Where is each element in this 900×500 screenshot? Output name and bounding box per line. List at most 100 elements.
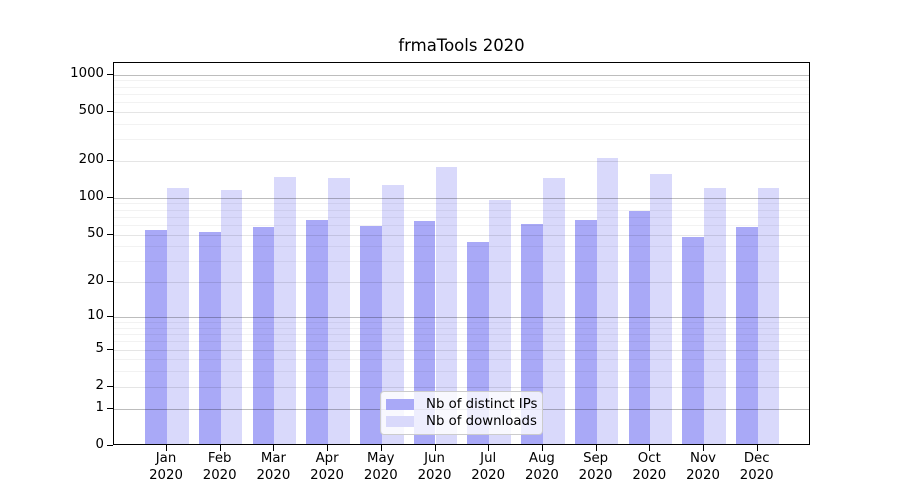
x-tick-label-year: 2020 <box>471 468 506 483</box>
bar-downloads-mar <box>274 176 297 444</box>
y-tick-mark-50 <box>107 233 113 235</box>
x-tick-mark-jun <box>434 445 436 451</box>
y-tick-mark-20 <box>107 281 113 283</box>
x-tick-mark-oct <box>649 445 651 451</box>
x-tick-label-year: 2020 <box>686 468 720 483</box>
x-tick-label-aug: Aug 2020 <box>510 450 574 484</box>
y-tick-label-500: 500 <box>78 102 104 118</box>
y-tick-label-2: 2 <box>95 377 104 393</box>
bar-distinct-ips-oct <box>628 211 651 444</box>
y-tick-label-1000: 1000 <box>70 65 104 81</box>
x-tick-label-year: 2020 <box>202 468 237 483</box>
x-tick-label-month: Mar <box>260 451 286 466</box>
legend-label-distinct-ips: Nb of distinct IPs <box>426 397 538 412</box>
x-tick-label-nov: Nov 2020 <box>671 450 735 484</box>
bar-downloads-sep <box>596 157 619 444</box>
bar-distinct-ips-apr <box>306 220 329 444</box>
x-tick-mark-feb <box>219 445 221 451</box>
bar-distinct-ips-jun <box>413 221 436 444</box>
bar-downloads-jul <box>489 199 511 444</box>
bar-downloads-oct <box>650 173 673 444</box>
x-tick-label-month: Jul <box>480 451 497 466</box>
legend-item-downloads: Nb of downloads <box>386 414 542 429</box>
x-tick-mark-mar <box>273 445 275 451</box>
x-tick-label-year: 2020 <box>578 468 613 483</box>
x-tick-label-month: May <box>367 451 395 466</box>
x-tick-mark-jan <box>166 445 167 451</box>
legend: Nb of distinct IPs Nb of downloads <box>380 391 543 435</box>
y-tick-label-1: 1 <box>95 399 104 415</box>
legend-item-distinct-ips: Nb of distinct IPs <box>386 397 542 412</box>
y-tick-label-20: 20 <box>87 273 104 289</box>
x-tick-label-month: Apr <box>315 451 339 466</box>
y-tick-label-200: 200 <box>78 151 104 167</box>
bar-distinct-ips-nov <box>682 237 704 444</box>
bar-downloads-jun <box>435 166 458 444</box>
x-tick-label-apr: Apr 2020 <box>295 450 359 484</box>
x-tick-label-dec: Dec 2020 <box>725 450 789 484</box>
bar-distinct-ips-mar <box>252 226 275 444</box>
x-tick-label-jul: Jul 2020 <box>456 450 520 484</box>
x-tick-mark-aug <box>541 445 543 451</box>
x-tick-label-year: 2020 <box>417 468 452 483</box>
y-tick-mark-2 <box>107 385 113 387</box>
x-tick-mark-apr <box>327 445 329 451</box>
x-tick-label-sep: Sep 2020 <box>564 450 628 484</box>
bar-distinct-ips-may <box>360 225 382 444</box>
y-tick-mark-100 <box>107 196 113 198</box>
x-tick-label-month: Aug <box>528 451 555 466</box>
x-tick-label-mar: Mar 2020 <box>241 450 305 484</box>
plot-area <box>113 62 810 445</box>
bar-downloads-dec <box>757 188 780 444</box>
x-tick-label-oct: Oct 2020 <box>617 450 681 484</box>
x-tick-label-month: Oct <box>637 451 661 466</box>
x-tick-mark-nov <box>703 445 704 451</box>
y-tick-label-50: 50 <box>87 225 104 241</box>
y-tick-mark-200 <box>107 159 113 161</box>
bar-distinct-ips-sep <box>574 219 597 444</box>
bar-downloads-nov <box>704 188 726 444</box>
x-tick-mark-jul <box>488 445 490 451</box>
legend-swatch-downloads <box>386 416 414 427</box>
bar-downloads-jan <box>167 188 189 444</box>
bar-distinct-ips-feb <box>198 231 221 444</box>
legend-swatch-distinct-ips <box>386 399 414 410</box>
y-tick-label-5: 5 <box>95 340 104 356</box>
x-tick-label-year: 2020 <box>310 468 345 483</box>
x-tick-label-jan: Jan 2020 <box>134 450 198 484</box>
x-tick-label-month: Dec <box>743 451 770 466</box>
x-tick-label-jun: Jun 2020 <box>403 450 467 484</box>
y-tick-mark-0 <box>107 445 113 446</box>
y-tick-label-100: 100 <box>78 188 104 204</box>
bar-distinct-ips-dec <box>735 226 758 444</box>
x-tick-label-month: Sep <box>583 451 609 466</box>
x-tick-label-may: May 2020 <box>349 450 413 484</box>
x-tick-label-month: Nov <box>690 451 716 466</box>
x-tick-label-month: Jan <box>155 451 177 466</box>
y-tick-label-0: 0 <box>95 437 104 452</box>
x-tick-label-feb: Feb 2020 <box>188 450 252 484</box>
x-tick-label-year: 2020 <box>256 468 291 483</box>
x-tick-label-year: 2020 <box>739 468 774 483</box>
y-tick-mark-1000 <box>107 73 113 75</box>
y-tick-mark-500 <box>107 110 113 112</box>
bar-downloads-feb <box>220 189 243 444</box>
x-tick-label-month: Jun <box>424 451 445 466</box>
x-tick-mark-dec <box>756 445 758 451</box>
x-tick-label-year: 2020 <box>363 468 398 483</box>
x-tick-label-year: 2020 <box>632 468 667 483</box>
x-tick-label-year: 2020 <box>149 468 183 483</box>
y-tick-mark-10 <box>107 316 113 318</box>
legend-label-downloads: Nb of downloads <box>426 414 537 429</box>
x-tick-mark-sep <box>595 445 597 451</box>
x-tick-label-year: 2020 <box>524 468 559 483</box>
bar-distinct-ips-jan <box>145 229 167 444</box>
bar-distinct-ips-aug <box>521 223 543 444</box>
bars-layer <box>114 63 809 444</box>
x-tick-label-month: Feb <box>207 451 232 466</box>
chart-title: frmaTools 2020 <box>398 36 525 55</box>
y-tick-mark-1 <box>107 407 113 409</box>
bar-downloads-aug <box>542 178 565 444</box>
x-tick-mark-may <box>380 445 382 451</box>
